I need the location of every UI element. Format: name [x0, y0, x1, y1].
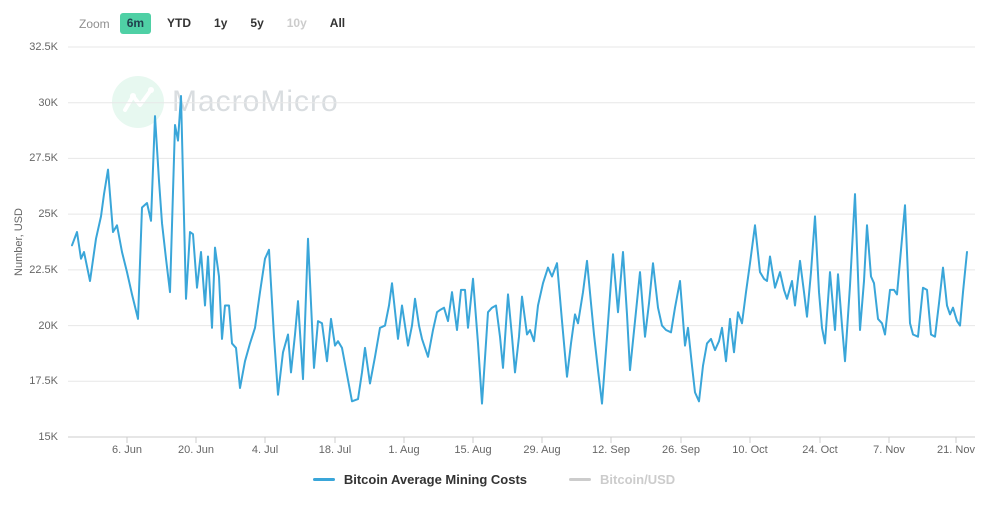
- range-toolbar: Zoom 6m YTD 1y 5y 10y All: [79, 13, 352, 34]
- y-tick-label: 17.5K: [29, 375, 58, 388]
- range-button-ytd[interactable]: YTD: [160, 13, 198, 34]
- y-tick-label: 27.5K: [29, 152, 58, 165]
- legend-dash-gray: [569, 478, 592, 481]
- x-tick-label: 26. Sep: [662, 444, 700, 456]
- x-tick-label: 29. Aug: [523, 444, 561, 456]
- y-tick-label: 15K: [38, 431, 58, 443]
- x-tick-label: 1. Aug: [388, 444, 420, 456]
- x-tick-label: 6. Jun: [112, 444, 142, 456]
- legend-label: Bitcoin Average Mining Costs: [343, 472, 528, 487]
- range-button-1y[interactable]: 1y: [207, 13, 234, 34]
- x-tick-label: 4. Jul: [251, 444, 279, 456]
- y-tick-label: 20K: [38, 319, 58, 332]
- range-button-10y: 10y: [280, 13, 314, 34]
- legend: Bitcoin Average Mining Costs Bitcoin/USD: [0, 472, 988, 487]
- y-tick-label: 32.5K: [29, 41, 58, 53]
- x-tick-label: 24. Oct: [802, 444, 838, 456]
- legend-item-mining-costs[interactable]: Bitcoin Average Mining Costs: [312, 472, 528, 487]
- y-tick-label: 22.5K: [29, 263, 58, 276]
- y-tick-label: 25K: [38, 208, 58, 221]
- zoom-label: Zoom: [79, 16, 110, 31]
- range-button-5y[interactable]: 5y: [243, 13, 270, 34]
- x-tick-label: 21. Nov: [937, 444, 975, 456]
- x-tick-label: 20. Jun: [177, 444, 215, 456]
- x-tick-label: 7. Nov: [873, 444, 905, 456]
- legend-label: Bitcoin/USD: [600, 472, 676, 487]
- legend-item-bitcoin-usd[interactable]: Bitcoin/USD: [569, 472, 675, 487]
- range-button-all[interactable]: All: [323, 13, 352, 34]
- y-tick-label: 30K: [38, 96, 58, 109]
- series-line-mining-costs: [71, 95, 968, 405]
- x-tick-label: 18. Jul: [318, 444, 352, 456]
- x-tick-label: 15. Aug: [454, 444, 492, 456]
- x-tick-label: 12. Sep: [592, 444, 630, 456]
- x-tick-label: 10. Oct: [732, 444, 768, 456]
- legend-dash-blue: [312, 478, 335, 481]
- plot-area[interactable]: [68, 47, 975, 437]
- range-button-6m[interactable]: 6m: [119, 13, 152, 34]
